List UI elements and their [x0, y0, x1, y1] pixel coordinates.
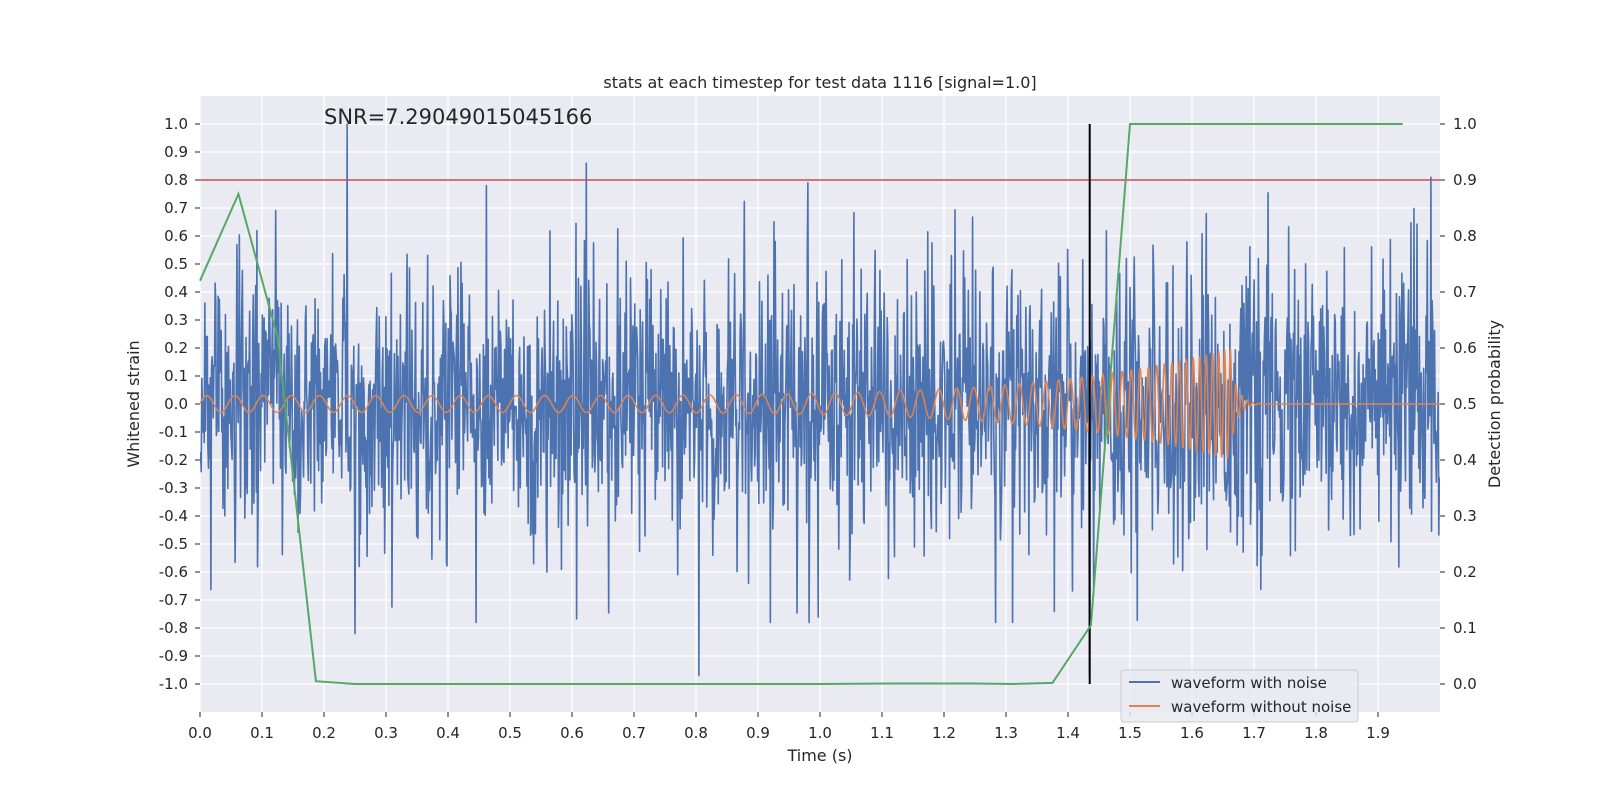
- legend: waveform with noise waveform without noi…: [1120, 669, 1359, 723]
- y-tick-label: -0.4: [159, 507, 188, 525]
- snr-annotation: SNR=7.29049015045166: [324, 105, 592, 129]
- x-tick-label: 1.3: [994, 724, 1018, 742]
- y-tick-label: 0.2: [164, 339, 188, 357]
- legend-box: [1120, 669, 1359, 723]
- x-tick-label: 0.3: [374, 724, 398, 742]
- x-axis-ticks: 0.0 0.1 0.2 0.3 0.4 0.5 0.6 0.7 0.8 0.9 1.0 1.1 1.2 1…: [188, 712, 1390, 742]
- y-tick-label: 0.9: [164, 143, 188, 161]
- x-tick-label: 1.5: [1118, 724, 1142, 742]
- y-tick-label: 0.4: [164, 283, 188, 301]
- y-tick-label: -0.7: [159, 591, 188, 609]
- right-y-tick-label: 0.7: [1453, 283, 1477, 301]
- y-tick-label: 0.7: [164, 199, 188, 217]
- x-tick-label: 1.4: [1056, 724, 1080, 742]
- x-tick-label: 0.9: [746, 724, 770, 742]
- right-y-tick-label: 1.0: [1453, 115, 1477, 133]
- series-line-detection-probability: [199, 123, 1403, 686]
- right-y-tick-label: 0.9: [1453, 171, 1477, 189]
- x-tick-label: 1.8: [1304, 724, 1328, 742]
- y-tick-label: 0.8: [164, 171, 188, 189]
- x-tick-label: 0.7: [622, 724, 646, 742]
- y-tick-label: -0.1: [159, 423, 188, 441]
- x-tick-label: 0.1: [250, 724, 274, 742]
- y-axis-label: Whitened strain: [124, 340, 143, 467]
- x-tick-label: 0.5: [498, 724, 522, 742]
- y-tick-label: 0.0: [164, 395, 188, 413]
- x-axis-label: Time (s): [786, 746, 852, 765]
- right-y-tick-label: 0.3: [1453, 507, 1477, 525]
- right-y-tick-label: 0.1: [1453, 619, 1477, 637]
- series-line-waveform-with-noise: [200, 123, 1440, 677]
- right-y-tick-label: 0.8: [1453, 227, 1477, 245]
- x-tick-label: 0.2: [312, 724, 336, 742]
- legend-label-waveform-without-noise: waveform without noise: [1171, 698, 1351, 716]
- x-tick-label: 1.7: [1242, 724, 1266, 742]
- right-y-tick-label: 0.5: [1453, 395, 1477, 413]
- right-y-axis-ticks: 1.0 0.9 0.8 0.7 0.6 0.5 0.4 0.3 0.2 0.1 0.0: [1440, 115, 1477, 693]
- right-y-tick-label: 0.2: [1453, 563, 1477, 581]
- y-tick-label: 0.1: [164, 367, 188, 385]
- chart-title: stats at each timestep for test data 111…: [603, 73, 1036, 92]
- y-tick-label: -0.3: [159, 479, 188, 497]
- y-tick-label: 0.3: [164, 311, 188, 329]
- y-tick-label: -0.6: [159, 563, 188, 581]
- x-tick-label: 0.6: [560, 724, 584, 742]
- x-tick-label: 0.8: [684, 724, 708, 742]
- y-tick-label: 0.6: [164, 227, 188, 245]
- y-tick-label: 1.0: [164, 115, 188, 133]
- y-axis-ticks: 1.0 0.9 0.8 0.7 0.6 0.5 0.4 0.3 0.2 0.1 0.0 -0.1 -0.…: [159, 115, 200, 693]
- x-tick-label: 0.0: [188, 724, 212, 742]
- right-y-axis-label: Detection probability: [1485, 320, 1504, 488]
- x-tick-label: 1.9: [1366, 724, 1390, 742]
- y-tick-label: -0.9: [159, 647, 188, 665]
- x-tick-label: 1.2: [932, 724, 956, 742]
- y-tick-label: -0.2: [159, 451, 188, 469]
- y-tick-label: -1.0: [159, 675, 188, 693]
- right-y-tick-label: 0.6: [1453, 339, 1477, 357]
- x-tick-label: 1.6: [1180, 724, 1204, 742]
- y-tick-label: -0.8: [159, 619, 188, 637]
- right-y-tick-label: 0.0: [1453, 675, 1477, 693]
- series-line-waveform-without-noise: [200, 348, 1440, 459]
- x-tick-label: 1.0: [808, 724, 832, 742]
- y-tick-label: -0.5: [159, 535, 188, 553]
- right-y-tick-label: 0.4: [1453, 451, 1477, 469]
- legend-label-waveform-with-noise: waveform with noise: [1171, 674, 1327, 692]
- x-tick-label: 1.1: [870, 724, 894, 742]
- y-tick-label: 0.5: [164, 255, 188, 273]
- x-tick-label: 0.4: [436, 724, 460, 742]
